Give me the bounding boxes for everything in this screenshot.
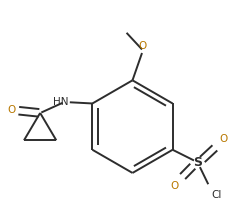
- Text: O: O: [7, 105, 16, 115]
- Text: O: O: [218, 134, 226, 144]
- Text: HN: HN: [52, 97, 68, 107]
- Text: S: S: [192, 156, 201, 169]
- Text: Cl: Cl: [210, 190, 221, 200]
- Text: O: O: [169, 181, 178, 191]
- Text: O: O: [137, 41, 145, 51]
